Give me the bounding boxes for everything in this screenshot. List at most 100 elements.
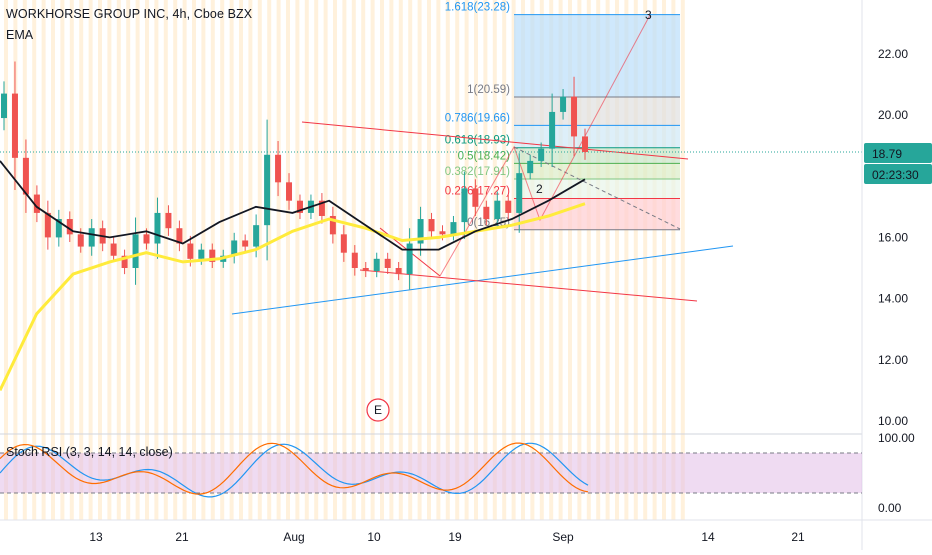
symbol-title[interactable]: WORKHORSE GROUP INC, 4h, Cboe BZX [6, 7, 253, 21]
chart-legend[interactable]: WORKHORSE GROUP INC, 4h, Cboe BZX EMA [6, 7, 252, 42]
session-stripe [4, 0, 8, 520]
session-stripe [455, 0, 460, 520]
session-stripe [88, 0, 93, 520]
candle-body [231, 240, 238, 256]
candle-body [384, 258, 391, 268]
candle-body [571, 96, 578, 137]
session-stripe [577, 0, 582, 520]
session-stripe [32, 0, 37, 520]
candle-body [22, 157, 29, 195]
fib-level-label: 0.5(18.42) [458, 150, 511, 162]
trendline-lower-red [359, 269, 698, 302]
session-stripe [98, 0, 102, 520]
session-stripe [511, 0, 516, 520]
candle-body [560, 96, 567, 112]
session-stripe [182, 0, 187, 520]
indicator-label[interactable]: EMA [6, 28, 34, 42]
session-stripe [126, 0, 131, 520]
session-stripe [51, 0, 55, 520]
trendline-resistance-red [301, 121, 689, 160]
candle-body [286, 182, 293, 201]
candle-body [494, 200, 501, 220]
session-stripe [427, 0, 431, 520]
trendline-support-blue [231, 245, 734, 315]
session-stripe [492, 0, 497, 520]
fib-level-label: 1.618(23.28) [445, 2, 510, 14]
candle-body [450, 222, 457, 235]
session-stripe [60, 0, 65, 520]
session-stripe [605, 0, 610, 520]
session-stripe [13, 0, 18, 520]
countdown-badge [864, 164, 932, 184]
candles [1, 61, 588, 290]
stoch-tick-100: 100.00 [878, 431, 915, 445]
session-stripe [145, 0, 149, 520]
session-stripe [361, 0, 366, 520]
ema-slow-line [0, 202, 586, 392]
session-stripe [502, 0, 507, 520]
fib-level-label: 1(20.59) [467, 84, 510, 96]
y-tick-label: 16.00 [878, 230, 908, 244]
earnings-marker-label: E [374, 403, 382, 417]
session-stripe [558, 0, 563, 520]
session-stripe [398, 0, 403, 520]
candle-body [209, 249, 216, 262]
session-stripe [615, 0, 619, 520]
session-stripe [314, 0, 319, 520]
x-tick-label: 19 [448, 530, 462, 544]
fib-level-label: 0(16.25) [467, 217, 510, 229]
candle-body [33, 194, 40, 213]
candle-body [516, 173, 523, 213]
candle-body [373, 258, 380, 272]
session-stripe [464, 0, 469, 520]
fib-zone [514, 178, 680, 199]
x-tick-label: 21 [791, 530, 805, 544]
session-stripe [445, 0, 450, 520]
candle-body [538, 148, 545, 161]
session-stripe [483, 0, 488, 520]
session-stripe [286, 0, 290, 520]
fib-zone [514, 125, 680, 148]
session-stripe [239, 0, 243, 520]
candle-body [66, 219, 73, 235]
session-stripe [586, 0, 591, 520]
candle-body [318, 200, 325, 216]
fib-extension-path [439, 14, 651, 277]
oscillator-label[interactable]: Stoch RSI (3, 3, 14, 14, close) [6, 445, 173, 459]
candle-body [55, 219, 62, 238]
candle-body [461, 188, 468, 223]
candle-body [527, 160, 534, 174]
session-stripe [568, 0, 572, 520]
price-badge [864, 143, 932, 163]
candle-body [428, 219, 435, 232]
candle-body [439, 231, 446, 235]
session-stripe [304, 0, 309, 520]
x-tick-label: 21 [175, 530, 189, 544]
fib-level-label: 0.786(19.66) [445, 112, 510, 124]
fib-zone [514, 96, 680, 126]
fib-zone [514, 163, 680, 179]
session-stripe [652, 0, 657, 520]
ema-fast-line [0, 160, 586, 251]
session-stripe [370, 0, 375, 520]
candle-body [264, 154, 271, 226]
x-tick-label: 10 [367, 530, 381, 544]
earnings-marker [366, 398, 390, 422]
session-stripe [680, 0, 685, 520]
stoch-k-line [0, 442, 589, 498]
session-stripe [323, 0, 328, 520]
candle-body [77, 234, 84, 247]
candle-body [340, 234, 347, 253]
session-stripe [267, 0, 272, 520]
session-stripe [643, 0, 648, 520]
session-stripe [633, 0, 638, 520]
candle-body [329, 215, 336, 235]
y-tick-label: 12.00 [878, 353, 908, 367]
candle-body [275, 154, 282, 183]
candle-body [549, 111, 556, 149]
candle-body [362, 268, 369, 272]
session-stripe [389, 0, 394, 520]
candle-body [351, 252, 358, 268]
